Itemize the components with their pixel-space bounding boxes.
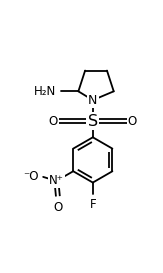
Text: H₂N: H₂N (33, 85, 56, 98)
Text: N⁺: N⁺ (49, 174, 64, 188)
Text: S: S (88, 114, 98, 129)
Text: O: O (53, 201, 63, 214)
Text: N: N (88, 94, 97, 107)
Text: O: O (49, 115, 58, 128)
Text: O: O (128, 115, 137, 128)
Text: F: F (90, 198, 97, 211)
Text: ⁻O: ⁻O (23, 170, 39, 183)
